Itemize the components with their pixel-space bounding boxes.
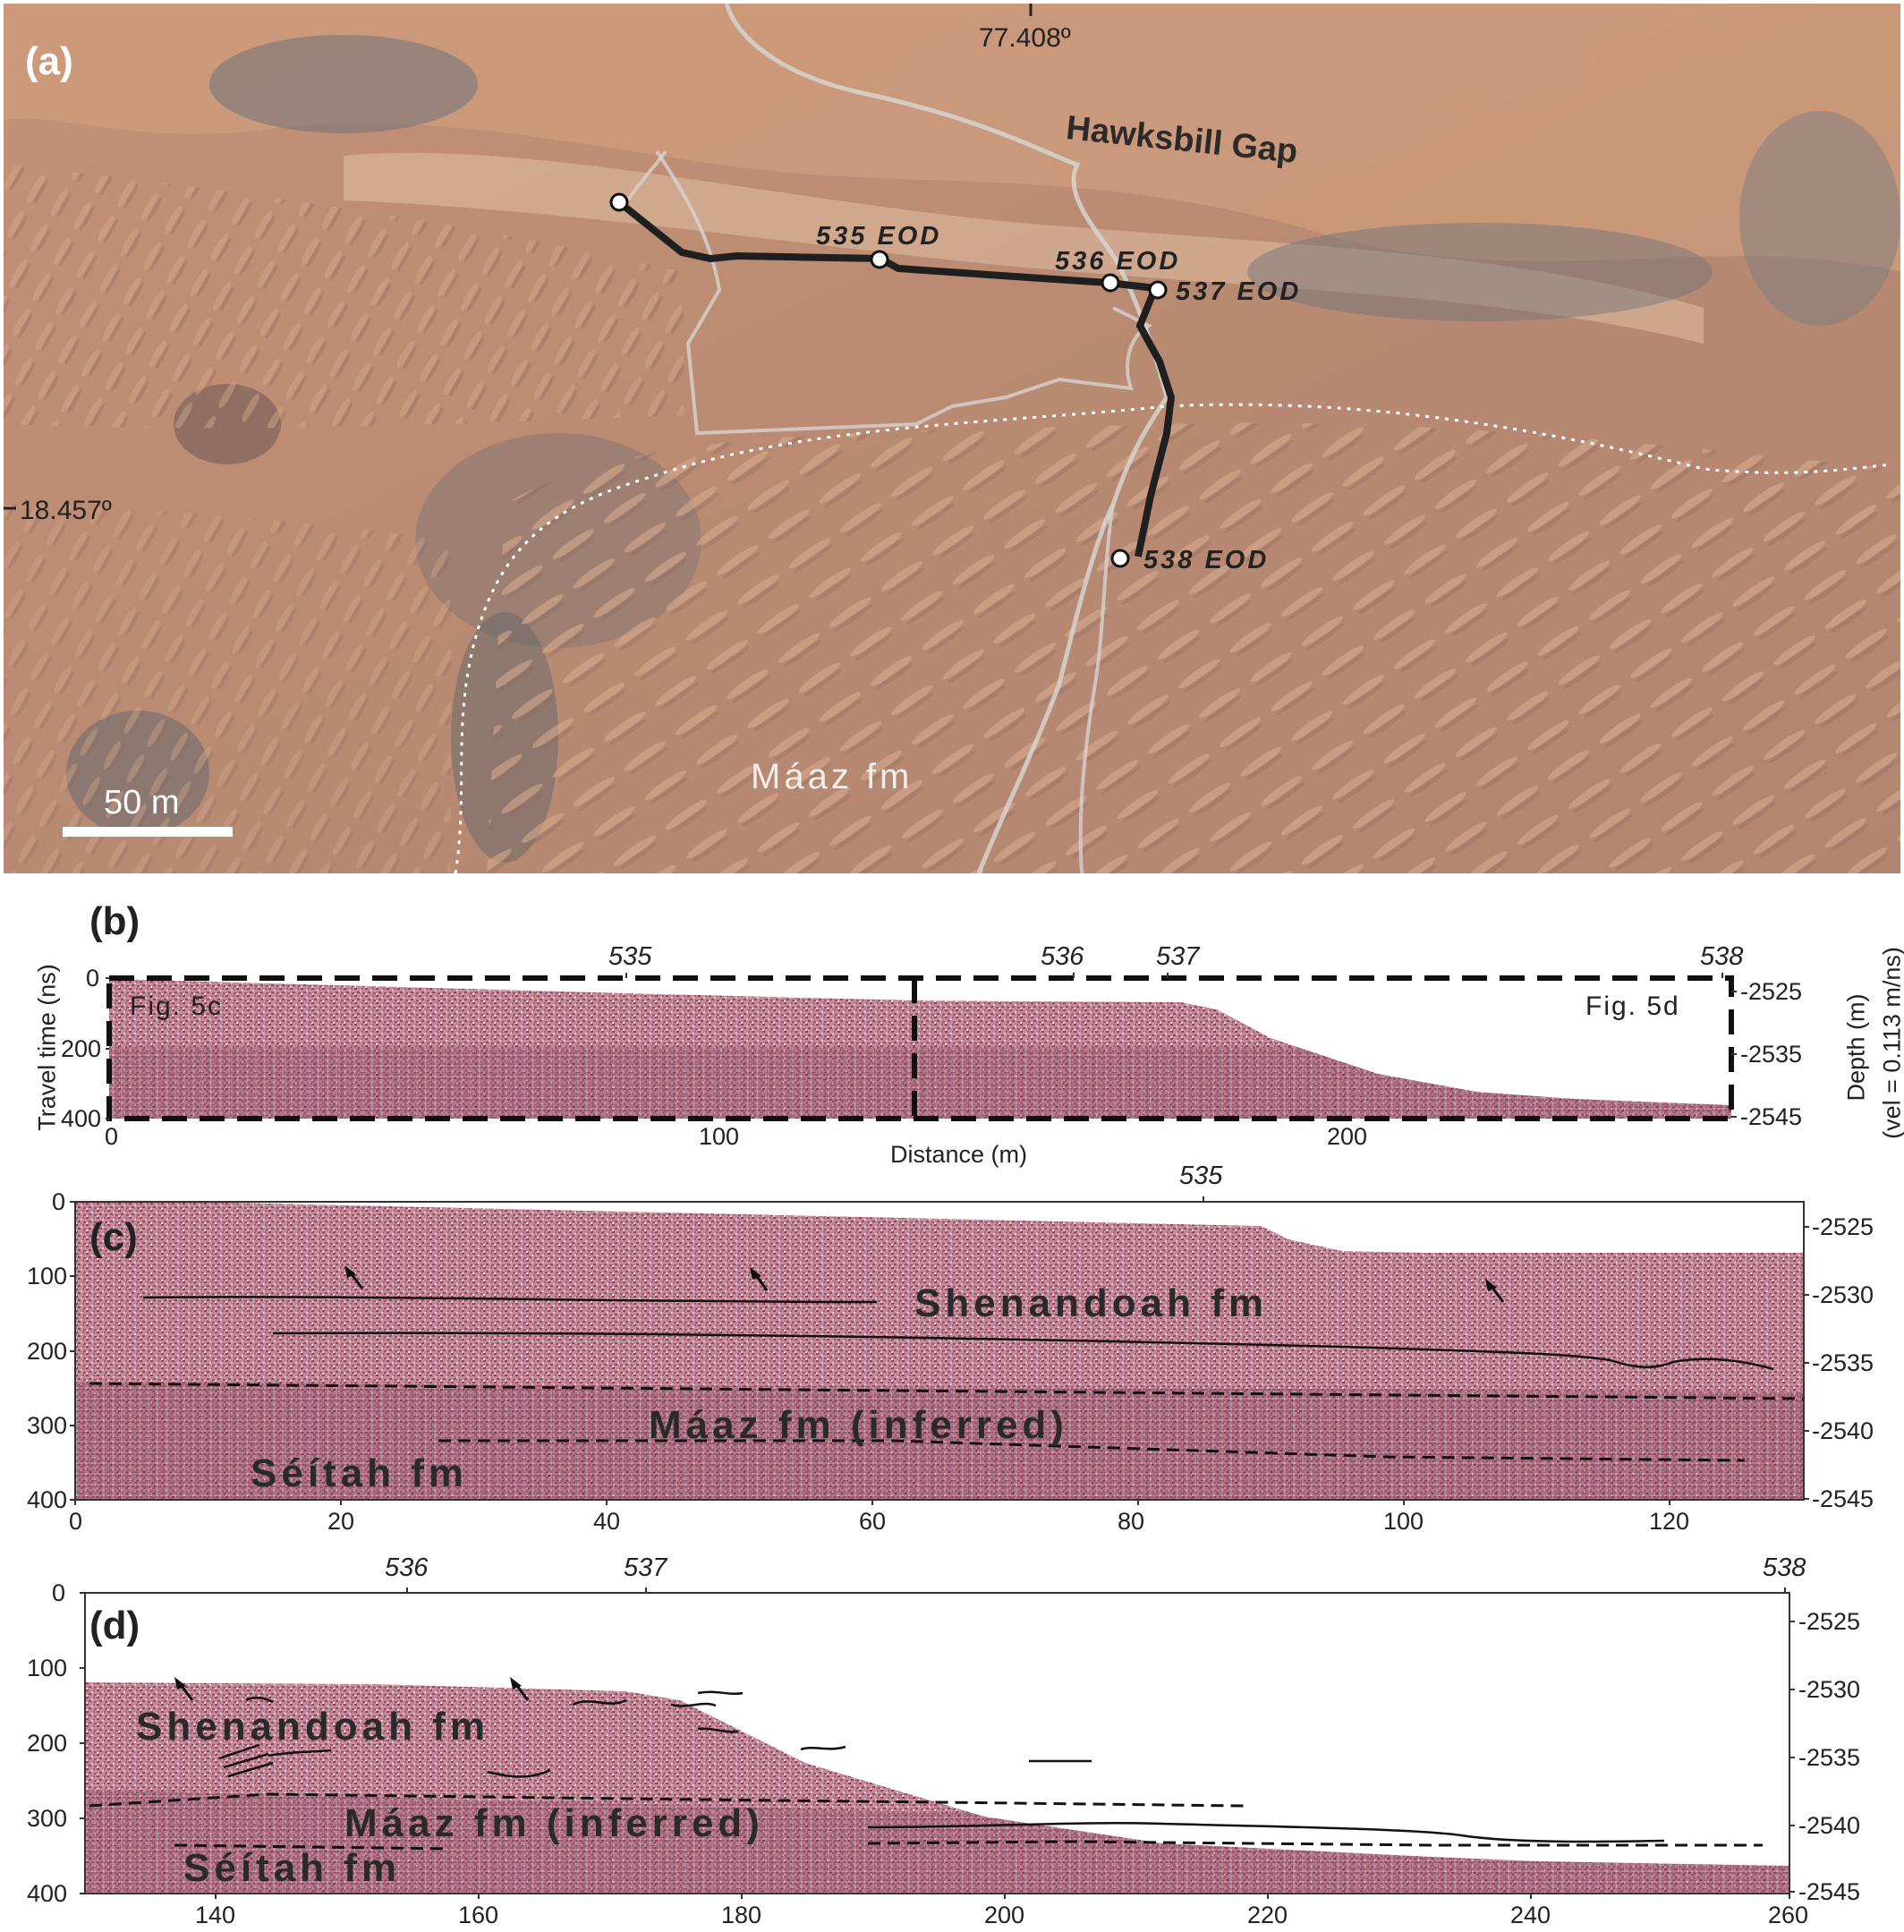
panel-b-tag: (b) [89, 899, 140, 943]
stop-label-537: 537 EOD [1176, 277, 1302, 306]
stop-label-535: 535 EOD [816, 222, 942, 251]
panel-b-xtick: 200 [1327, 1123, 1368, 1150]
longitude-label: 77.408º [979, 23, 1071, 53]
stop-label-538: 538 EOD [1143, 546, 1270, 574]
box-label-5d: Fig. 5d [1585, 992, 1680, 1021]
panel-d-ytick: 400 [27, 1880, 68, 1907]
stop-label-536: 536 EOD [1055, 247, 1181, 276]
panel-d-tag: (d) [89, 1604, 140, 1647]
panel-c-depth-tick: -2535 [1812, 1349, 1874, 1376]
unit-label-shenandoah: Shenandoah fm [914, 1281, 1269, 1325]
panel-b-ytick: 400 [61, 1105, 102, 1132]
panel-c-depth-tick: -2525 [1812, 1213, 1874, 1240]
stop-marker [609, 192, 629, 212]
latitude-label: 18.457º [20, 496, 112, 525]
unit-label-seitah: Séítah fm [251, 1451, 469, 1495]
panel-a-tag: (a) [25, 39, 73, 83]
map-panel: (a) 77.408º 18.457º Hawksbill Gap Máaz f… [4, 4, 1900, 873]
panel-c-ytick: 400 [27, 1486, 68, 1513]
panel-d-xtick: 260 [1768, 1902, 1809, 1928]
panel-b-xlabel: Distance (m) [890, 1141, 1028, 1168]
panel-b-sol-label: 537 [1156, 942, 1200, 971]
panel-b-depth-tick: -2535 [1740, 1041, 1803, 1068]
panel-d-sol-label: 538 [1763, 1553, 1806, 1582]
panel-c-depth-tick: -2545 [1812, 1485, 1874, 1512]
panel-c-ytick: 300 [27, 1412, 68, 1439]
panel-c-depth-tick: -2540 [1812, 1417, 1874, 1444]
panel-d-sol-label: 537 [624, 1553, 667, 1582]
panel-c-xtick: 20 [327, 1508, 355, 1535]
panel-d-ytick: 100 [27, 1655, 68, 1681]
panel-d-sol-label: 536 [385, 1553, 429, 1582]
panel-c-sol-label: 535 [1179, 1162, 1223, 1190]
panel-c-xtick: 80 [1118, 1508, 1145, 1535]
stop-marker [870, 250, 889, 269]
panel-c-xtick: 40 [593, 1508, 621, 1535]
panel-c-depth-tick: -2530 [1812, 1281, 1874, 1308]
panel-d-xtick: 160 [458, 1902, 499, 1928]
unit-label-maaz: Máaz fm (inferred) [344, 1801, 764, 1845]
panel-c-ytick: 0 [52, 1188, 66, 1215]
stop-marker [1110, 549, 1130, 568]
panel-b-sol-label: 536 [1041, 942, 1084, 971]
panel-b-xtick: 0 [105, 1123, 119, 1150]
unit-label-shenandoah: Shenandoah fm [136, 1705, 490, 1749]
panel-c-xtick: 0 [69, 1508, 83, 1535]
panel-b-xtick: 100 [699, 1123, 740, 1150]
panel-d-depth-tick: -2535 [1798, 1744, 1861, 1771]
stop-marker [1101, 273, 1120, 293]
panel-b-sol-label: 538 [1700, 942, 1744, 971]
scale-label: 50 m [104, 784, 180, 821]
panel-d-xtick: 140 [195, 1902, 236, 1928]
panel-d-depth-tick: -2530 [1798, 1676, 1861, 1703]
panel-b-depth-tick: -2525 [1740, 978, 1803, 1005]
panel-c-xtick: 120 [1649, 1508, 1690, 1535]
panel-d-xtick: 200 [984, 1902, 1025, 1928]
panel-b-ytick: 0 [86, 965, 100, 992]
panel-d-xtick: 180 [721, 1902, 762, 1928]
panel-d-depth-tick: -2545 [1798, 1878, 1861, 1905]
panel-d-depth-tick: -2540 [1798, 1812, 1861, 1839]
panel-c-tag: (c) [89, 1215, 138, 1259]
panel-b-ytick: 200 [61, 1035, 102, 1062]
panel-d-depth-tick: -2525 [1798, 1608, 1861, 1635]
unit-label: Máaz fm [751, 757, 914, 796]
panel-b-depth-tick: -2545 [1740, 1103, 1803, 1130]
panel-d-ytick: 0 [52, 1579, 66, 1606]
panel-d-ytick: 300 [27, 1805, 68, 1832]
panel-c-xtick: 60 [859, 1508, 887, 1535]
panel-b-sol-label: 535 [608, 942, 652, 971]
panel-c-xtick: 100 [1383, 1508, 1424, 1535]
panel-c-ytick: 200 [27, 1338, 68, 1365]
panel-d-xtick: 240 [1510, 1902, 1551, 1928]
unit-label-maaz: Máaz fm (inferred) [649, 1403, 1068, 1447]
panel-d-xtick: 220 [1247, 1902, 1288, 1928]
stop-marker [1148, 280, 1168, 300]
panel-c-ytick: 100 [27, 1263, 68, 1289]
unit-label-seitah: Séítah fm [183, 1846, 402, 1890]
orbital-image [4, 4, 1900, 873]
box-label-5c: Fig. 5c [130, 992, 224, 1021]
panel-d-ytick: 200 [27, 1730, 68, 1757]
